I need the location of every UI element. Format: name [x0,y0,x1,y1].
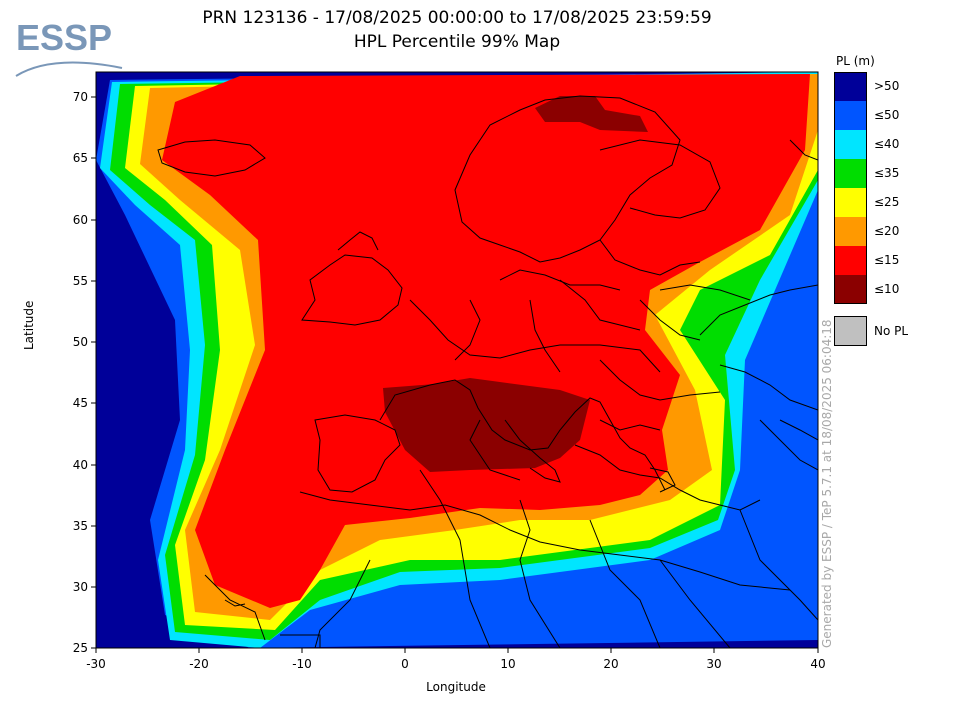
legend-swatch [834,130,867,159]
legend-swatch [834,72,867,101]
x-tick-label: -30 [86,657,106,671]
y-tick-label: 55 [73,274,88,288]
no-pl-swatch [834,316,867,346]
y-tick-label: 65 [73,151,88,165]
y-tick-label: 70 [73,90,88,104]
legend-swatch [834,275,867,304]
y-tick-label: 40 [73,458,88,472]
y-tick-label: 45 [73,396,88,410]
y-axis: 25 30 35 40 45 50 55 60 65 70 [73,90,96,655]
legend-item: ≤25 [834,188,954,217]
essp-logo: ESSP [12,10,142,80]
x-tick-label: 0 [401,657,409,671]
y-tick-label: 30 [73,580,88,594]
x-axis-label: Longitude [426,680,486,694]
legend-label: >50 [874,79,900,93]
legend-item: ≤10 [834,275,954,304]
legend-swatch [834,246,867,275]
x-tick-label: 10 [500,657,515,671]
legend-item: ≤35 [834,159,954,188]
legend-swatch [834,188,867,217]
legend-label: ≤15 [874,253,900,267]
legend-label: ≤20 [874,224,900,238]
plot-frame [95,71,819,649]
x-tick-label: 30 [706,657,721,671]
essp-logo-text: ESSP [16,17,112,58]
map-title: PRN 123136 - 17/08/2025 00:00:00 to 17/0… [202,8,712,28]
legend-swatch [834,159,867,188]
legend-item: ≤20 [834,217,954,246]
legend-item: >50 [834,72,954,101]
no-pl-label: No PL [874,324,909,338]
y-tick-label: 60 [73,213,88,227]
map-subtitle: HPL Percentile 99% Map [353,32,561,52]
x-tick-label: 40 [810,657,825,671]
y-tick-label: 25 [73,641,88,655]
y-axis-label: Latitude [22,300,36,350]
y-tick-label: 35 [73,519,88,533]
legend-label: ≤10 [874,282,900,296]
legend-label: ≤50 [874,108,900,122]
legend-swatch [834,101,867,130]
legend-label: ≤35 [874,166,900,180]
x-axis: -30 -20 -10 0 10 20 30 40 [86,648,826,671]
generated-watermark: Generated by ESSP / TeP 5.7.1 at 18/08/2… [820,319,834,648]
map-field [96,72,818,648]
legend-label: ≤40 [874,137,900,151]
legend-swatch [834,217,867,246]
legend-label: ≤25 [874,195,900,209]
legend-item: ≤50 [834,101,954,130]
y-tick-label: 50 [73,335,88,349]
x-tick-label: -20 [189,657,209,671]
coastlines [157,95,818,641]
legend: PL (m) >50 ≤50 ≤40 ≤35 ≤25 ≤20 ≤15 ≤10 N… [834,54,954,346]
legend-item: ≤15 [834,246,954,275]
legend-item: ≤40 [834,130,954,159]
x-tick-label: -10 [292,657,312,671]
legend-title: PL (m) [836,54,875,68]
x-tick-label: 20 [603,657,618,671]
country-borders [280,239,818,648]
